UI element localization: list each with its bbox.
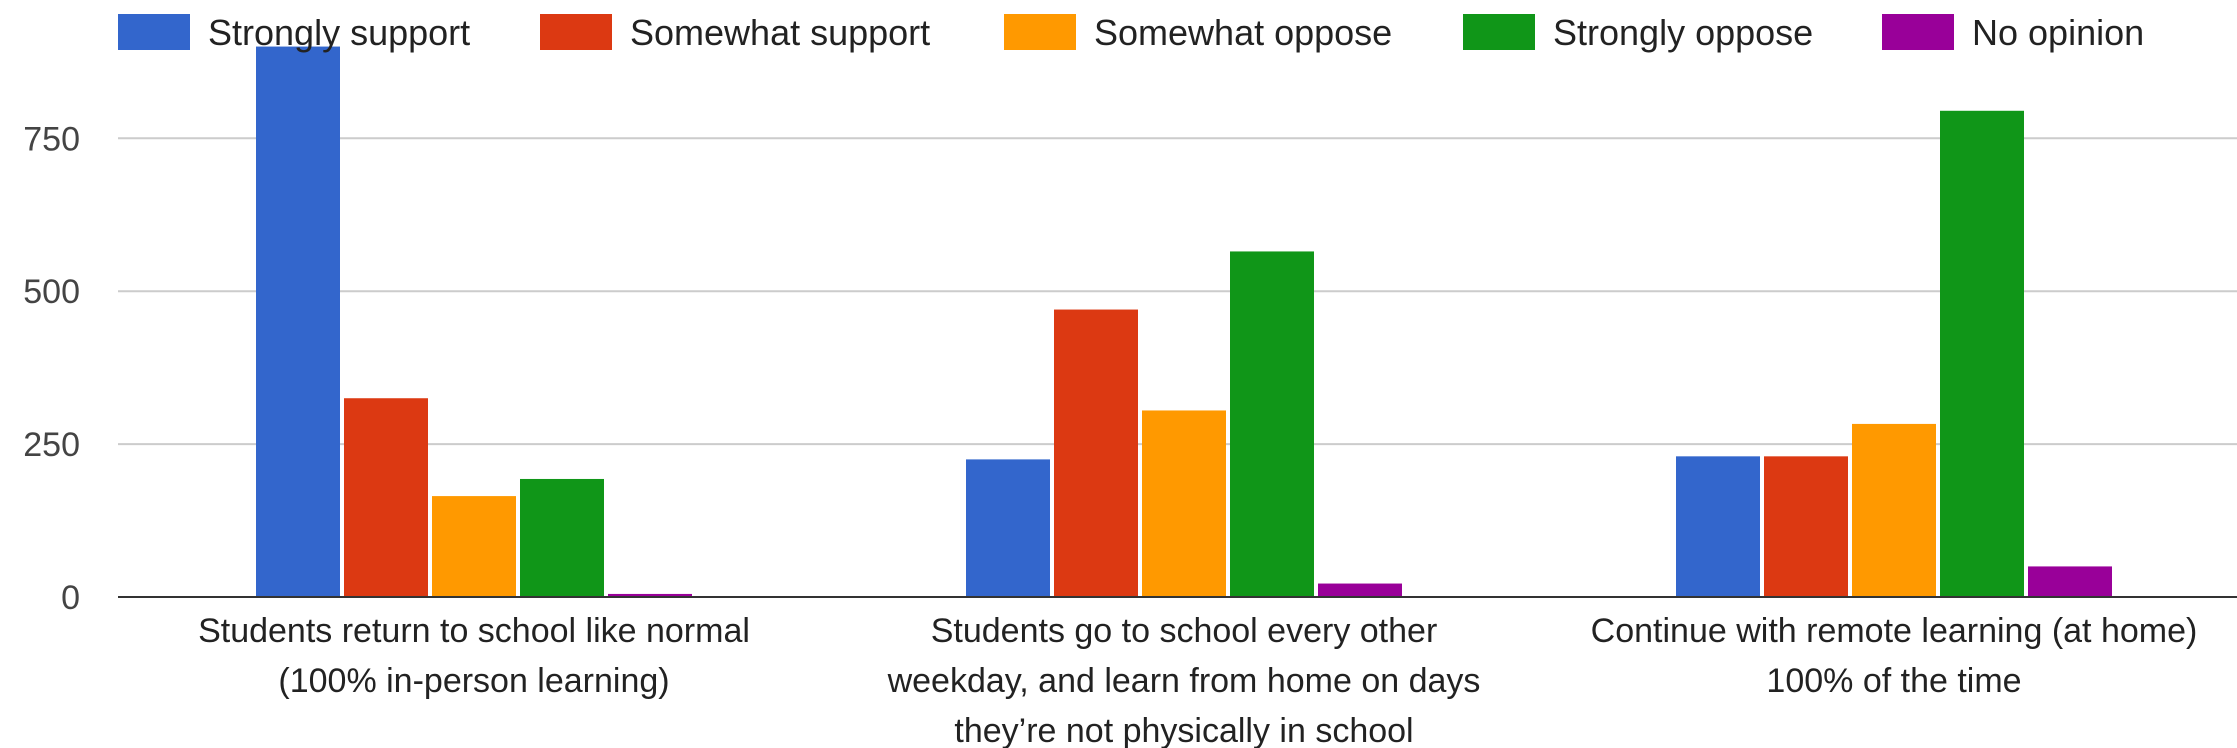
bar-somewhat-oppose[interactable] bbox=[1852, 423, 1936, 597]
bar-strongly-oppose[interactable] bbox=[1230, 251, 1314, 598]
bar-strongly-oppose[interactable] bbox=[1940, 110, 2024, 597]
bar-strongly-oppose[interactable] bbox=[520, 478, 604, 597]
bar-somewhat-oppose[interactable] bbox=[1142, 410, 1226, 597]
y-tick-labels: 0 250 500 750 bbox=[23, 120, 80, 617]
legend-label: Somewhat oppose bbox=[1094, 12, 1392, 53]
bar-no-opinion[interactable] bbox=[2028, 566, 2112, 597]
legend-item-strongly-support[interactable]: Strongly support bbox=[118, 12, 470, 53]
legend-swatch bbox=[118, 14, 190, 50]
bars bbox=[256, 46, 2112, 598]
bar-somewhat-support[interactable] bbox=[344, 398, 428, 597]
x-category-label: Students go to school every other weekday… bbox=[887, 612, 1481, 748]
category-labels: Students return to school like normal (10… bbox=[198, 612, 2197, 748]
legend-label: Strongly oppose bbox=[1553, 12, 1813, 53]
legend-item-somewhat-oppose[interactable]: Somewhat oppose bbox=[1004, 12, 1392, 53]
legend-swatch bbox=[1882, 14, 1954, 50]
bar-somewhat-support[interactable] bbox=[1764, 456, 1848, 597]
bar-no-opinion[interactable] bbox=[1318, 583, 1402, 597]
bar-strongly-support[interactable] bbox=[1676, 456, 1760, 597]
legend-label: Strongly support bbox=[208, 12, 470, 53]
bar-strongly-support[interactable] bbox=[966, 459, 1050, 597]
gridlines bbox=[118, 137, 2237, 446]
legend-item-somewhat-support[interactable]: Somewhat support bbox=[540, 12, 930, 53]
legend-swatch bbox=[540, 14, 612, 50]
legend-item-no-opinion[interactable]: No opinion bbox=[1882, 12, 2144, 53]
x-category-label: Students return to school like normal (10… bbox=[198, 612, 750, 700]
bar-somewhat-support[interactable] bbox=[1054, 309, 1138, 597]
bar-no-opinion[interactable] bbox=[608, 593, 692, 597]
y-tick-label: 0 bbox=[61, 579, 80, 617]
y-tick-label: 750 bbox=[23, 120, 80, 158]
legend-swatch bbox=[1463, 14, 1535, 50]
bar-strongly-support[interactable] bbox=[256, 46, 340, 598]
bar-somewhat-oppose[interactable] bbox=[432, 496, 516, 597]
legend-swatch bbox=[1004, 14, 1076, 50]
x-category-label: Continue with remote learning (at home) 1… bbox=[1591, 612, 2198, 700]
legend-label: Somewhat support bbox=[630, 12, 930, 53]
y-tick-label: 250 bbox=[23, 426, 80, 464]
legend[interactable]: Strongly support Somewhat support Somewhat… bbox=[118, 12, 2144, 53]
legend-item-strongly-oppose[interactable]: Strongly oppose bbox=[1463, 12, 1813, 53]
legend-label: No opinion bbox=[1972, 12, 2144, 53]
y-tick-label: 500 bbox=[23, 273, 80, 311]
